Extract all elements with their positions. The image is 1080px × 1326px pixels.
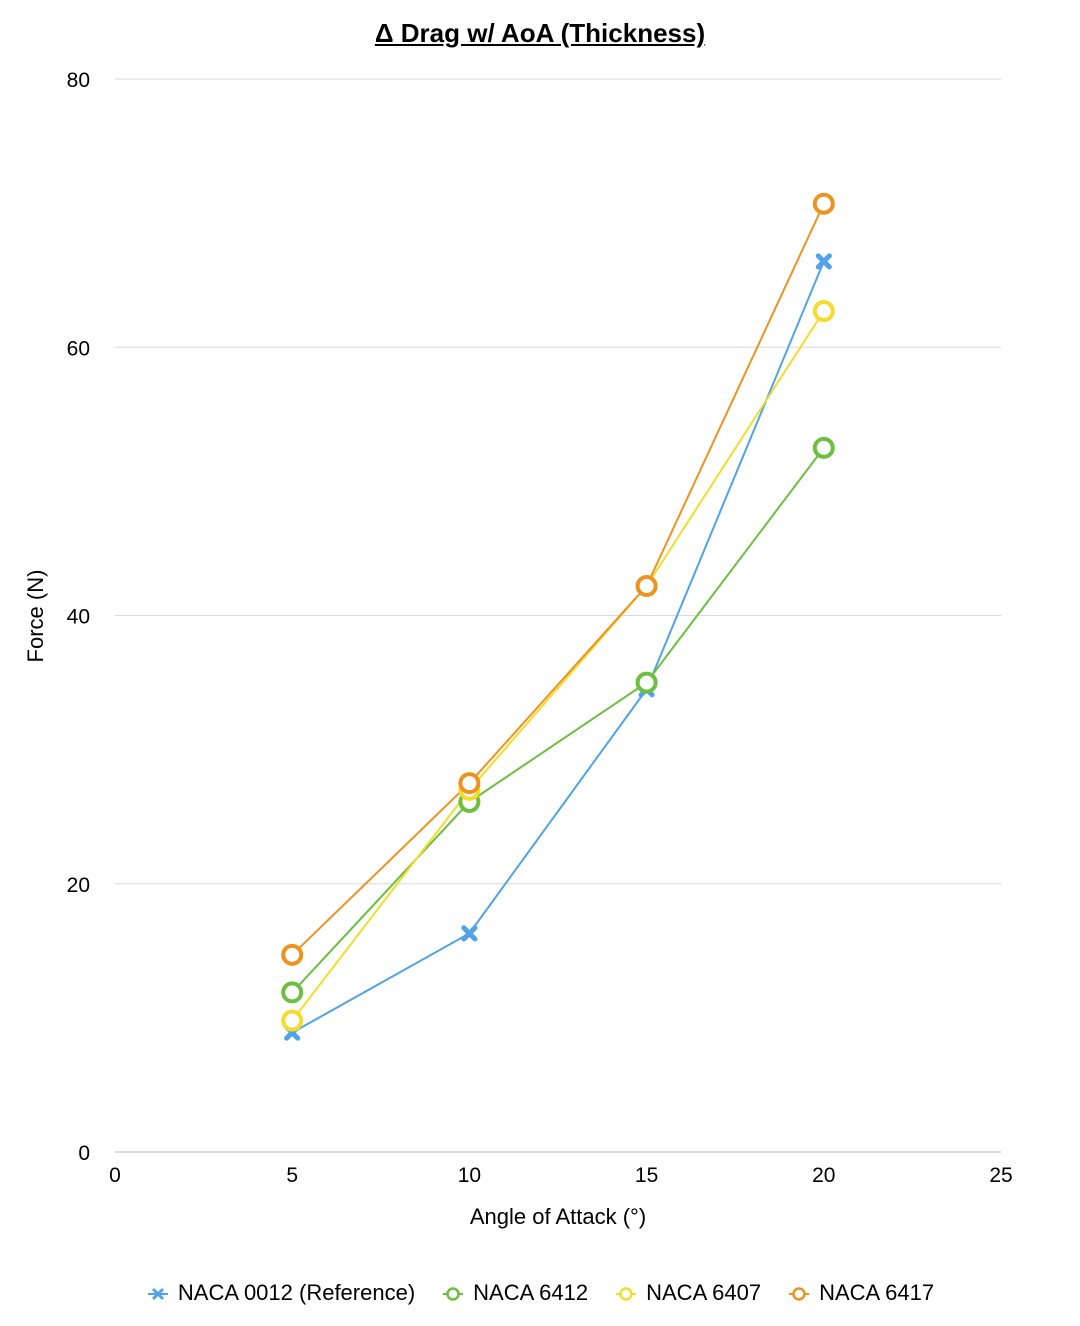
data-point bbox=[281, 981, 304, 1004]
x-mark-stroke bbox=[151, 1287, 164, 1301]
legend-label: NACA 6412 bbox=[473, 1280, 589, 1305]
legend-item: NACA 0012 (Reference) bbox=[146, 1280, 415, 1306]
series-line-2 bbox=[291, 447, 825, 994]
data-point bbox=[635, 574, 658, 597]
x-tick-label: 25 bbox=[989, 1164, 1012, 1187]
data-point bbox=[458, 772, 481, 795]
x-tick-label: 20 bbox=[812, 1164, 835, 1187]
legend-label: NACA 0012 (Reference) bbox=[177, 1280, 416, 1305]
x-tick-label: 10 bbox=[458, 1164, 481, 1187]
y-tick-label: 60 bbox=[67, 337, 90, 360]
data-point bbox=[812, 300, 835, 323]
data-point bbox=[812, 192, 835, 215]
legend-marker bbox=[616, 1287, 637, 1301]
legend-marker bbox=[443, 1287, 464, 1301]
data-point bbox=[812, 436, 835, 459]
legend-item: NACA 6407 bbox=[614, 1280, 761, 1306]
x-mark-stroke bbox=[461, 925, 478, 942]
data-point bbox=[815, 253, 832, 270]
series-line-1 bbox=[291, 261, 825, 1034]
legend-ring bbox=[446, 1287, 460, 1301]
y-axis-label: Force (N) bbox=[23, 569, 48, 663]
y-tick-label: 20 bbox=[67, 874, 90, 897]
legend-ring bbox=[792, 1287, 806, 1301]
y-tick-label: 0 bbox=[78, 1142, 90, 1165]
y-tick-label: 40 bbox=[67, 606, 90, 629]
x-tick-label: 5 bbox=[286, 1164, 298, 1187]
legend-marker bbox=[789, 1287, 810, 1301]
legend-item: NACA 6417 bbox=[787, 1280, 934, 1306]
y-tick-label: 80 bbox=[67, 69, 90, 92]
data-point bbox=[281, 1009, 304, 1032]
legend-marker bbox=[147, 1287, 168, 1301]
series-line-3 bbox=[291, 310, 825, 1022]
data-point bbox=[635, 671, 658, 694]
legend-label: NACA 6417 bbox=[819, 1280, 935, 1305]
legend-label: NACA 6407 bbox=[646, 1280, 762, 1305]
legend-item: NACA 6412 bbox=[441, 1280, 588, 1306]
x-tick-label: 0 bbox=[109, 1164, 121, 1187]
x-axis-label: Angle of Attack (°) bbox=[469, 1204, 647, 1229]
legend-ring bbox=[619, 1287, 633, 1301]
x-tick-label: 15 bbox=[635, 1164, 658, 1187]
data-point bbox=[281, 943, 304, 966]
legend: NACA 0012 (Reference) NACA 6412 NACA 6407 N… bbox=[0, 1280, 1080, 1306]
series-line-4 bbox=[291, 203, 825, 956]
data-point bbox=[461, 925, 478, 942]
x-mark-stroke bbox=[815, 253, 832, 270]
chart-title: Δ Drag w/ AoA (Thickness) bbox=[374, 18, 706, 48]
